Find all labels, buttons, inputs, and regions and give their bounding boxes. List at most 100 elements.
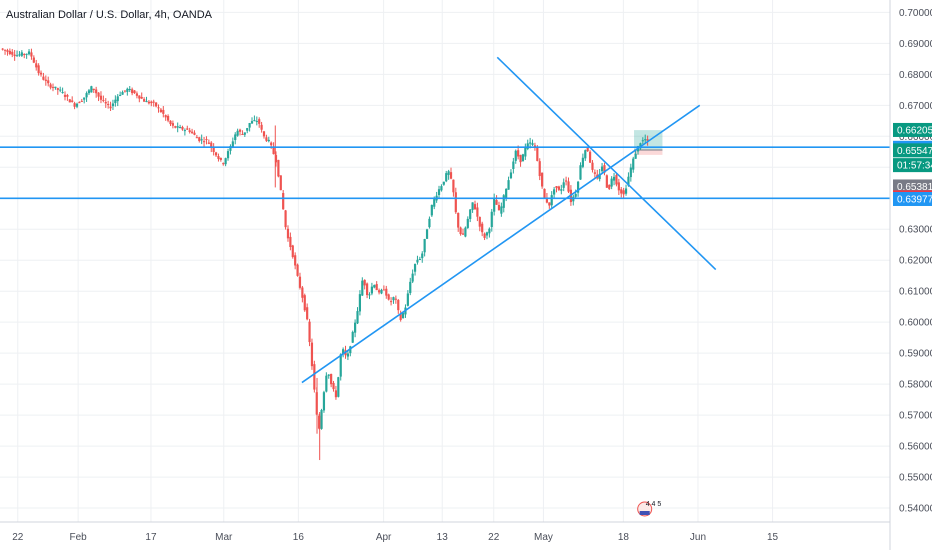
candle-body [270, 142, 273, 146]
candle-body [440, 186, 443, 191]
price-tick-label: 0.56000 [899, 442, 932, 453]
candle-body [183, 130, 186, 132]
candle-body [265, 137, 268, 141]
time-axis[interactable]: 22 Feb 17 Mar 16 Apr 13 22 May 18 Jun 15 [0, 521, 890, 543]
candle-body [286, 228, 290, 239]
price-tick-label: 0.62000 [899, 256, 932, 267]
drawing-lines[interactable] [0, 56, 890, 384]
candle-body [116, 96, 119, 102]
candle-body [318, 415, 321, 429]
candle-body [39, 72, 43, 75]
candle-body [224, 158, 227, 165]
candle-body [469, 209, 472, 219]
candle-body [6, 50, 9, 52]
candle-body [308, 321, 311, 343]
candle-body [217, 156, 220, 159]
candle-body [155, 102, 158, 107]
candle-body [409, 281, 412, 294]
candle-body [298, 276, 302, 288]
candle-body [565, 180, 568, 182]
candle-body [277, 159, 280, 177]
candle-body [152, 101, 155, 103]
price-tick-label: 0.59000 [899, 349, 932, 360]
candle-body [219, 157, 222, 160]
candle-body [610, 178, 613, 187]
candle-body [603, 165, 606, 173]
candle-body [560, 189, 563, 191]
candle-body [226, 151, 230, 159]
time-tick-label: May [534, 532, 553, 543]
candle-body [646, 139, 649, 141]
candle-body [418, 258, 421, 260]
candle-body [18, 54, 21, 56]
candle-body [13, 54, 16, 57]
candle-body [159, 109, 163, 113]
time-tick-label: Jun [690, 532, 706, 543]
candle-body [461, 233, 465, 235]
candle-body [375, 284, 378, 291]
candle-body [83, 97, 86, 100]
position-stop-zone[interactable] [634, 149, 663, 155]
candle-body [260, 124, 263, 130]
candle-body [447, 171, 450, 175]
candle-body [294, 255, 297, 266]
candle-body [358, 294, 362, 312]
candle-body [267, 139, 270, 142]
candle-body [313, 364, 316, 390]
candle-body [591, 162, 594, 170]
candle-body [56, 88, 59, 90]
price-axis[interactable]: 0.700000.690000.680000.670000.660000.650… [889, 0, 932, 550]
candle-body [258, 119, 261, 124]
candle-body [576, 181, 580, 193]
candle-body [543, 188, 546, 199]
candle-body [517, 150, 520, 157]
candle-body [452, 179, 455, 193]
time-tick-label: 22 [12, 532, 24, 543]
events-marker[interactable]: 4 4 5 [637, 501, 662, 517]
candle-body [241, 134, 244, 136]
falling-trendline[interactable] [496, 56, 717, 271]
candle-body [612, 176, 616, 181]
candle-body [27, 51, 31, 55]
candle-body [272, 146, 275, 155]
candle-body [37, 65, 40, 74]
candle-body [337, 377, 340, 397]
candle-body [495, 200, 498, 205]
candle-body [289, 236, 292, 247]
candle-body [169, 120, 172, 125]
candle-body [598, 173, 601, 180]
candle-body [111, 103, 115, 107]
candle-body [166, 115, 170, 121]
candle-body [483, 233, 486, 238]
candle-body [581, 157, 584, 167]
candle-body [171, 123, 174, 126]
candle-body [49, 84, 52, 88]
candle-body [80, 100, 83, 102]
candle-body [334, 390, 338, 398]
price-labels: 0.662050.656290.6554701:57:340.653810.65… [893, 122, 932, 206]
candle-body [363, 279, 366, 286]
candle-body [442, 181, 445, 185]
candle-body [61, 92, 64, 94]
candle-body [193, 132, 196, 135]
price-tick-label: 0.63000 [899, 225, 932, 236]
candle-body [322, 392, 326, 411]
candle-body [514, 150, 517, 161]
candle-body [536, 146, 539, 161]
candle-body [71, 100, 74, 102]
rising-trendline[interactable] [301, 104, 701, 384]
candle-body [133, 90, 136, 94]
candle-body [150, 101, 153, 104]
time-tick-label: 17 [145, 532, 157, 543]
candle-body [457, 212, 460, 228]
price-tick-label: 0.66000 [899, 132, 932, 143]
candle-body [325, 375, 328, 392]
candle-body [394, 298, 397, 300]
candle-body [162, 109, 165, 114]
candle-body [478, 216, 481, 227]
candle-body [430, 204, 433, 216]
candle-body [248, 123, 251, 128]
candle-body [59, 89, 62, 91]
candle-body [562, 182, 565, 188]
